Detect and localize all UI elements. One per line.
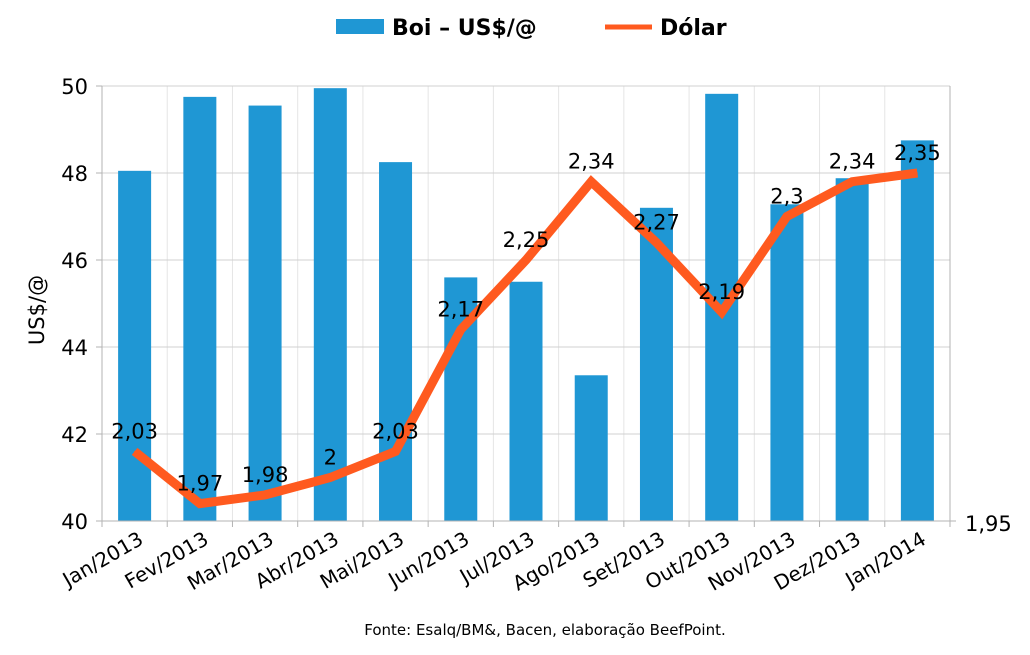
y-tick-label: 48 (61, 162, 88, 186)
bar (379, 162, 413, 521)
line-point (916, 172, 918, 174)
bar (118, 170, 152, 521)
data-label: 1,98 (242, 463, 289, 487)
y-axis-title: US$/@ (25, 275, 49, 345)
line-point (590, 181, 592, 183)
legend-label-boi: Boi – US$/@ (392, 16, 537, 41)
bar (313, 88, 347, 522)
line-point (525, 259, 527, 261)
y-tick-label: 40 (61, 510, 88, 534)
line-point (329, 477, 331, 478)
axes (96, 85, 956, 527)
line-point (721, 311, 723, 313)
y-tick-label: 46 (61, 249, 88, 273)
x-axis-ticks: Jan/2013Fev/2013Mar/2013Abr/2013Mai/2013… (57, 527, 930, 596)
data-label: 2,19 (698, 280, 745, 304)
bar (509, 281, 543, 521)
data-label: 2,35 (894, 141, 941, 165)
data-label: 2,03 (111, 419, 158, 443)
line-point (851, 181, 853, 183)
data-label: 2,25 (503, 228, 550, 252)
y-axis-ticks: 40 42 44 46 48 50 (61, 75, 88, 534)
line-point (395, 450, 397, 452)
data-label: 2,34 (829, 150, 876, 174)
bar (835, 178, 869, 521)
bar (574, 375, 608, 521)
line-point (264, 494, 266, 496)
bar (900, 140, 934, 521)
legend-label-dolar: Dólar (660, 16, 727, 41)
data-label: 2,03 (372, 419, 419, 443)
line-point (786, 216, 788, 217)
bar (248, 105, 282, 521)
data-label: 2,34 (568, 150, 615, 174)
y-tick-label: 50 (61, 75, 88, 99)
y2-axis-tick: 1,95 (965, 512, 1012, 536)
legend-swatch-boi (336, 19, 384, 34)
data-labels: 2,03 1,97 1,98 2 2,03 2,17 2,25 2,34 2,27 2,19 2,3… (111, 141, 941, 496)
data-label: 2,27 (633, 211, 680, 235)
data-label: 1,97 (176, 472, 223, 496)
line-point (199, 503, 201, 505)
y-tick-label: 44 (61, 336, 88, 360)
source-note: Fonte: Esalq/BM&, Bacen, elaboração Beef… (364, 621, 725, 639)
line-series (131, 168, 918, 509)
line-point (655, 242, 657, 244)
legend: Boi – US$/@ Dólar (336, 16, 727, 41)
y-tick-label: 42 (61, 423, 88, 447)
line-point (134, 450, 136, 452)
bar (183, 96, 217, 521)
bar (770, 204, 804, 521)
bar-series (118, 88, 934, 522)
data-label: 2 (324, 446, 337, 470)
data-label: 2,17 (437, 298, 484, 322)
data-label: 2,3 (770, 185, 803, 209)
line-point (460, 329, 462, 331)
